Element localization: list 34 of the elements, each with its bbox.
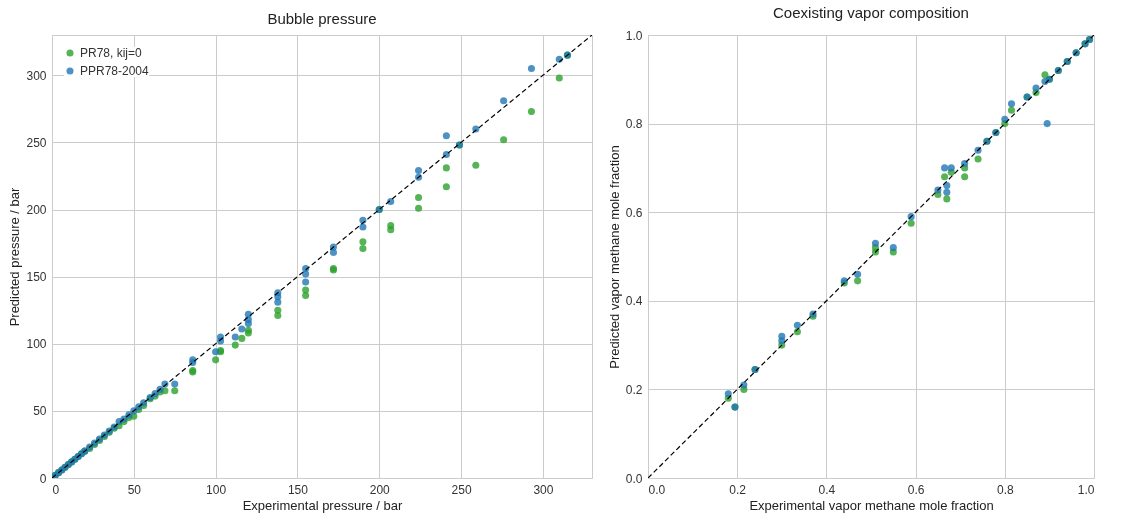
x-tick-label: 50 bbox=[127, 482, 142, 497]
x-tick-label: 1.0 bbox=[1077, 482, 1095, 497]
y-tick-label: 0 bbox=[39, 471, 47, 486]
x-tick-label: 0.0 bbox=[648, 482, 666, 497]
y-axis-title: Predicted vapor methane mole fraction bbox=[606, 145, 622, 369]
y-tick-label: 0.6 bbox=[625, 205, 643, 220]
x-axis-title: Experimental vapor methane mole fraction bbox=[749, 497, 994, 513]
y-tick-label: 0.0 bbox=[625, 471, 643, 486]
y-tick-label: 250 bbox=[26, 135, 47, 150]
x-tick-label: 0 bbox=[52, 482, 60, 497]
x-tick-label: 0.2 bbox=[729, 482, 747, 497]
y-tick-label: 100 bbox=[26, 337, 47, 352]
legend-label: PPR78-2004 bbox=[80, 64, 150, 78]
y-tick-label: 1.0 bbox=[625, 28, 643, 43]
legend-label: PR78, kij=0 bbox=[80, 46, 143, 60]
x-tick-label: 0.4 bbox=[818, 482, 836, 497]
x-tick-label: 250 bbox=[451, 482, 472, 497]
x-tick-label: 0.8 bbox=[996, 482, 1014, 497]
x-tick-label: 200 bbox=[369, 482, 391, 497]
y-tick-label: 150 bbox=[26, 270, 47, 285]
y-tick-label: 200 bbox=[26, 203, 47, 218]
x-tick-label: 150 bbox=[287, 482, 309, 497]
y-axis-title: Predicted pressure / bar bbox=[7, 186, 23, 327]
y-tick-label: 0.8 bbox=[625, 117, 643, 132]
y-tick-label: 300 bbox=[26, 68, 47, 83]
x-axis-title: Experimental pressure / bar bbox=[242, 497, 404, 513]
chart-title: Bubble pressure bbox=[267, 10, 377, 27]
y-tick-label: 0.4 bbox=[625, 294, 643, 309]
x-tick-label: 300 bbox=[533, 482, 554, 497]
chart-title: Coexisting vapor composition bbox=[773, 4, 969, 21]
x-tick-label: 100 bbox=[206, 482, 227, 497]
x-tick-label: 0.6 bbox=[907, 482, 925, 497]
y-tick-label: 0.2 bbox=[625, 382, 643, 397]
y-tick-label: 50 bbox=[33, 404, 47, 419]
